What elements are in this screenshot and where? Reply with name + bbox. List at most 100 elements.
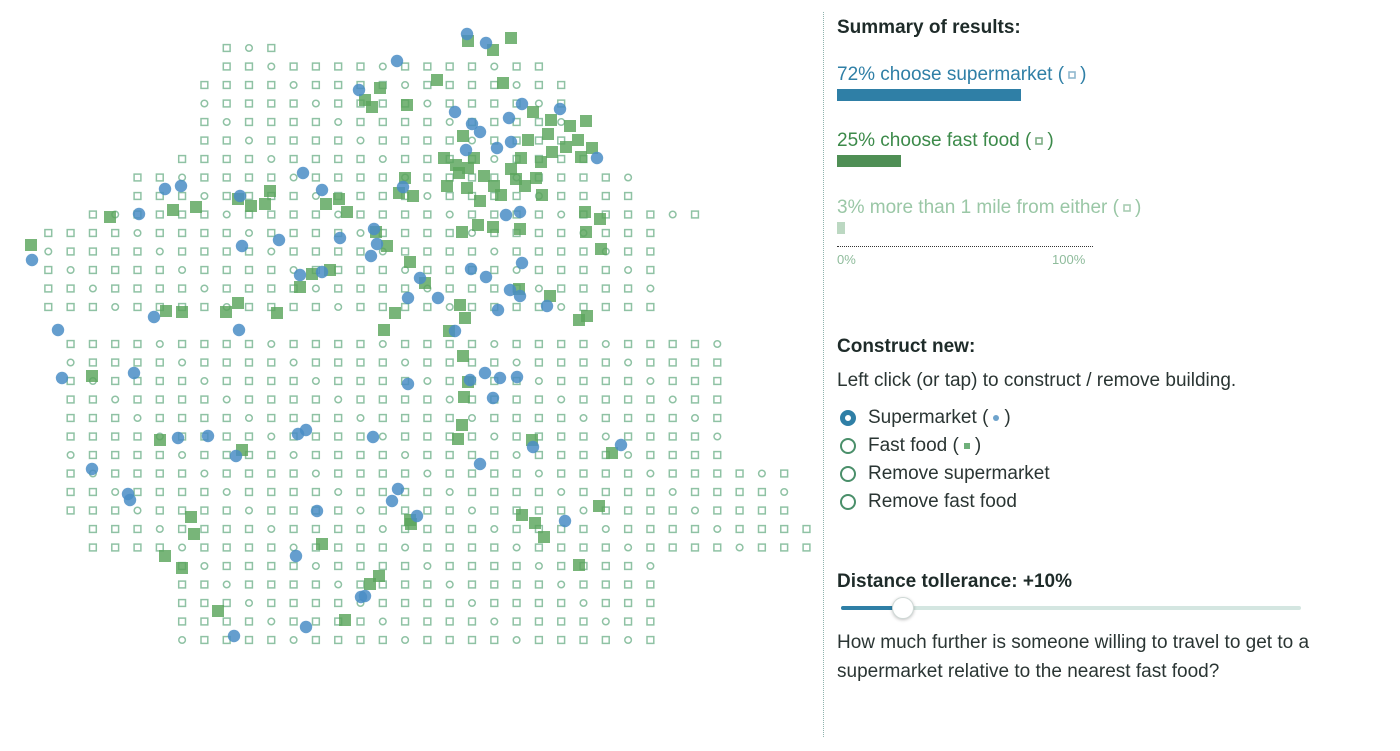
map-cell[interactable] xyxy=(111,228,120,238)
map-cell[interactable] xyxy=(467,617,477,626)
map-cell[interactable] xyxy=(378,487,387,497)
supermarket-marker[interactable] xyxy=(478,366,492,380)
map-cell[interactable] xyxy=(244,617,254,626)
map-cell[interactable] xyxy=(512,543,521,552)
map-cell[interactable] xyxy=(467,173,477,182)
supermarket-marker[interactable] xyxy=(459,143,473,157)
map-cell[interactable] xyxy=(646,302,655,312)
map-cell[interactable] xyxy=(445,62,454,71)
map-cell[interactable] xyxy=(490,580,499,589)
map-cell[interactable] xyxy=(200,487,209,497)
map-cell[interactable] xyxy=(423,450,432,460)
fast-food-marker[interactable] xyxy=(271,307,283,319)
map-cell[interactable] xyxy=(490,543,499,552)
map-cell[interactable] xyxy=(177,154,187,164)
fast-food-marker[interactable] xyxy=(459,312,471,324)
map-cell[interactable] xyxy=(111,302,120,312)
map-cell[interactable] xyxy=(490,617,499,626)
map-cell[interactable] xyxy=(512,80,521,90)
map-cell[interactable] xyxy=(557,561,566,571)
map-cell[interactable] xyxy=(200,265,209,275)
fast-food-marker[interactable] xyxy=(457,350,469,362)
map-cell[interactable] xyxy=(646,265,655,275)
map-cell[interactable] xyxy=(244,43,254,53)
map-cell[interactable] xyxy=(668,450,677,460)
map-cell[interactable] xyxy=(289,173,298,182)
map-cell[interactable] xyxy=(334,413,343,423)
map-cell[interactable] xyxy=(244,99,254,108)
map-cell[interactable] xyxy=(267,413,276,423)
fast-food-marker[interactable] xyxy=(478,170,490,182)
map-cell[interactable] xyxy=(579,413,588,423)
map-cell[interactable] xyxy=(155,469,164,478)
map-cell[interactable] xyxy=(601,191,610,201)
map-cell[interactable] xyxy=(222,117,231,127)
map-cell[interactable] xyxy=(334,561,343,571)
supermarket-marker[interactable] xyxy=(431,291,445,305)
map-cell[interactable] xyxy=(311,561,320,571)
map-cell[interactable] xyxy=(445,580,454,589)
map-cell[interactable] xyxy=(445,376,454,386)
map-cell[interactable] xyxy=(334,395,343,404)
fast-food-marker[interactable] xyxy=(441,180,453,192)
fast-food-marker[interactable] xyxy=(452,433,464,445)
fast-food-marker[interactable] xyxy=(457,130,469,142)
map-cell[interactable] xyxy=(423,136,432,145)
map-cell[interactable] xyxy=(244,432,254,441)
map-cell[interactable] xyxy=(445,284,454,293)
map-cell[interactable] xyxy=(423,154,432,164)
map-cell[interactable] xyxy=(200,80,209,90)
map-cell[interactable] xyxy=(334,80,343,90)
option-remove-supermarket-radio[interactable] xyxy=(840,466,856,482)
map-cell[interactable] xyxy=(400,210,410,219)
map-cell[interactable] xyxy=(244,469,254,478)
map-cell[interactable] xyxy=(289,395,298,404)
supermarket-marker[interactable] xyxy=(171,431,185,445)
map-cell[interactable] xyxy=(445,80,454,90)
map-cell[interactable] xyxy=(557,191,566,201)
map-cell[interactable] xyxy=(334,432,343,441)
map-cell[interactable] xyxy=(445,506,454,515)
map-cell[interactable] xyxy=(512,358,521,367)
map-cell[interactable] xyxy=(111,376,120,386)
map-cell[interactable] xyxy=(713,543,722,552)
supermarket-marker[interactable] xyxy=(127,366,141,380)
map-cell[interactable] xyxy=(713,395,722,404)
map-cell[interactable] xyxy=(267,487,276,497)
map-cell[interactable] xyxy=(133,413,142,423)
map-cell[interactable] xyxy=(378,580,387,589)
map-cell[interactable] xyxy=(222,284,231,293)
map-cell[interactable] xyxy=(378,635,387,645)
map-cell[interactable] xyxy=(534,376,543,386)
option-fast-food[interactable]: Fast food () xyxy=(840,434,981,458)
map-cell[interactable] xyxy=(557,284,566,293)
map-cell[interactable] xyxy=(445,450,454,460)
map-cell[interactable] xyxy=(66,413,75,423)
fast-food-marker[interactable] xyxy=(586,142,598,154)
map-cell[interactable] xyxy=(557,265,566,275)
map-cell[interactable] xyxy=(289,561,298,571)
map-cell[interactable] xyxy=(713,469,722,478)
map-cell[interactable] xyxy=(267,284,276,293)
fast-food-marker[interactable] xyxy=(487,221,499,233)
map-cell[interactable] xyxy=(534,80,544,90)
supermarket-marker[interactable] xyxy=(553,102,567,116)
map-cell[interactable] xyxy=(467,580,477,589)
map-cell[interactable] xyxy=(401,358,410,367)
map-cell[interactable] xyxy=(690,358,700,367)
map-cell[interactable] xyxy=(534,62,544,71)
map-cell[interactable] xyxy=(177,284,187,293)
map-cell[interactable] xyxy=(289,339,298,349)
fast-food-marker[interactable] xyxy=(104,211,116,223)
option-remove-fast-food-radio[interactable] xyxy=(840,494,856,510)
map-cell[interactable] xyxy=(445,413,454,423)
map-cell[interactable] xyxy=(623,210,633,219)
map-cell[interactable] xyxy=(200,302,209,312)
fast-food-marker[interactable] xyxy=(514,223,526,235)
map-cell[interactable] xyxy=(690,413,700,423)
supermarket-marker[interactable] xyxy=(515,256,529,270)
map-cell[interactable] xyxy=(155,265,164,275)
map-cell[interactable] xyxy=(334,506,343,515)
map-cell[interactable] xyxy=(133,358,142,367)
map-cell[interactable] xyxy=(601,617,610,626)
